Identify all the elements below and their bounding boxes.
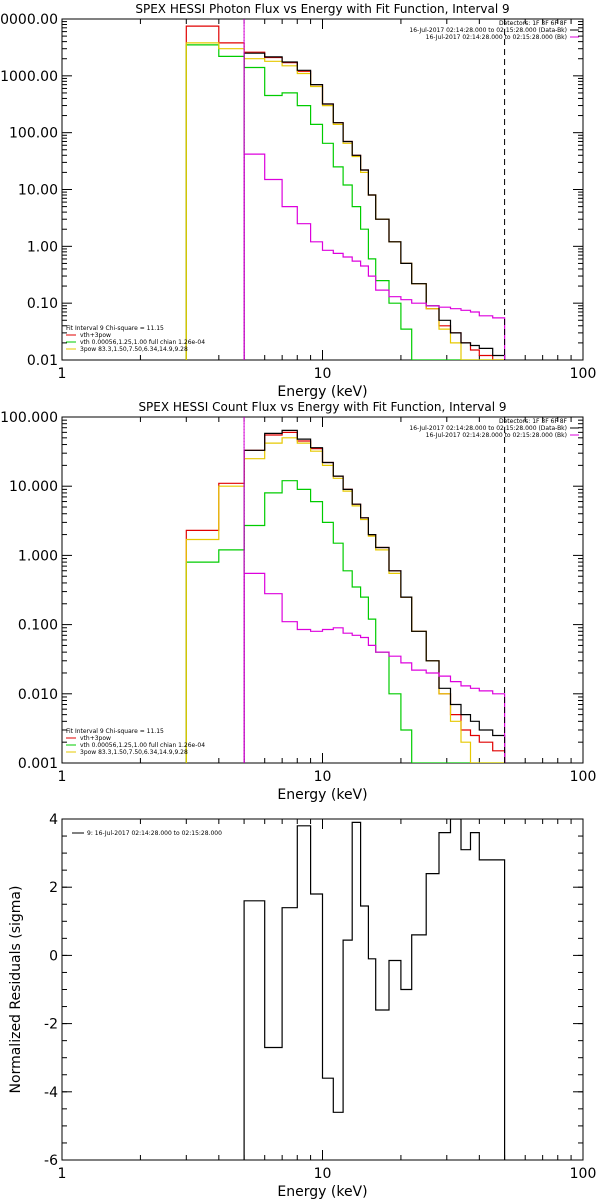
chart-title: SPEX HESSI Count Flux vs Energy with Fit…	[138, 400, 506, 414]
legend-entry: 16-Jul-2017 02:14:28.000 to 02:15:28.000…	[409, 425, 567, 432]
y-tick-label: 0.10	[27, 296, 58, 312]
y-axis-label: Normalized Residuals (sigma)	[8, 886, 24, 1094]
y-tick-label: -4	[44, 1085, 58, 1101]
series-line-5	[243, 572, 506, 763]
chart-panel-2: SPEX HESSI Count Flux vs Energy with Fit…	[0, 400, 596, 803]
y-axis: 0.001 0.010 0.100 1.000 10.000 100.000	[0, 410, 583, 772]
series-line-3	[185, 42, 505, 360]
series-line-4	[243, 429, 506, 763]
series-group	[185, 25, 506, 360]
series-line-1	[185, 431, 506, 763]
y-axis: 0.01 0.10 1.00 10.00 100.00 1000.00 0000.00	[0, 12, 583, 369]
x-axis: 1 10 100	[58, 19, 597, 382]
y-tick-label: 4	[49, 812, 58, 828]
x-axis-label: Energy (keV)	[277, 384, 367, 400]
legend-entry: 9: 16-Jul-2017 02:14:28.000 to 02:15:28.…	[87, 830, 222, 837]
legend-entry: Fit Interval 9 Chi-square = 11.15	[66, 728, 164, 735]
legend-entry: vth+3pow	[80, 735, 111, 742]
y-tick-label: 10.000	[9, 479, 58, 495]
y-tick-label: 0000.00	[0, 12, 58, 28]
legend-entry: 16-Jul-2017 02:14:28.000 to 02:15:28.000…	[426, 34, 567, 41]
chart-panel-3: 1 10 100 Energy (keV) -6 -4 -2 0 2 4 Normalized Re…	[8, 812, 596, 1200]
y-tick-label: 0.010	[18, 687, 58, 703]
y-tick-label: 10.00	[18, 183, 58, 199]
x-tick-label: 100	[570, 769, 597, 785]
x-tick-label: 100	[570, 1166, 597, 1182]
x-tick-label: 100	[570, 366, 597, 382]
x-tick-label: 1	[58, 769, 67, 785]
legend: 9: 16-Jul-2017 02:14:28.000 to 02:15:28.…	[72, 830, 222, 837]
y-tick-label: 2	[49, 880, 58, 896]
legend-entry: Detectors: 1F 3F 6F 8F	[499, 20, 568, 27]
legend-entry: 16-Jul-2017 02:14:28.000 to 02:15:28.000…	[409, 27, 567, 34]
y-tick-label: 1.000	[18, 548, 58, 564]
legend-entry: vth 0.00056,1.25,1.00 full chian 1.26e-0…	[80, 742, 205, 749]
chart-panel-1: SPEX HESSI Photon Flux vs Energy with Fi…	[0, 2, 596, 400]
y-tick-label: 1000.00	[0, 69, 58, 85]
x-axis-label: Energy (keV)	[277, 787, 367, 803]
x-axis-label: Energy (keV)	[277, 1184, 367, 1200]
y-tick-label: 0.001	[18, 756, 58, 772]
series-line-5	[243, 153, 506, 360]
legend-entry: vth+3pow	[80, 332, 111, 339]
series-group	[243, 819, 506, 1160]
y-axis: -6 -4 -2 0 2 4	[44, 812, 583, 1169]
series-line-2	[185, 44, 505, 360]
x-tick-label: 1	[58, 366, 67, 382]
x-tick-label: 10	[314, 366, 332, 382]
y-tick-label: 0.01	[27, 353, 58, 369]
legend-entry: 3pow 83.3,1.50,7.50,6.34,14.9,9.28	[80, 749, 188, 756]
y-tick-label: 100.000	[0, 410, 58, 426]
series-line-1	[243, 819, 506, 1160]
series-group	[185, 429, 506, 763]
legend-entry: vth 0.00056,1.25,1.00 full chian 1.26e-0…	[80, 339, 205, 346]
y-tick-label: 1.00	[27, 239, 58, 255]
series-line-2	[185, 480, 505, 763]
x-axis: 1 10 100	[58, 819, 597, 1182]
chart-title: SPEX HESSI Photon Flux vs Energy with Fi…	[135, 2, 509, 16]
y-tick-label: -2	[44, 1017, 58, 1033]
legend-entry: 3pow 83.3,1.50,7.50,6.34,14.9,9.28	[80, 346, 188, 353]
y-tick-label: 0.100	[18, 618, 58, 634]
series-line-4	[243, 52, 506, 360]
y-tick-label: 0	[49, 948, 58, 964]
x-tick-label: 10	[314, 769, 332, 785]
y-tick-label: 100.00	[9, 126, 58, 142]
legend-entry: Fit Interval 9 Chi-square = 11.15	[66, 325, 164, 332]
y-tick-label: -6	[44, 1153, 58, 1169]
series-line-1	[185, 25, 505, 360]
legend-entry: 16-Jul-2017 02:14:28.000 to 02:15:28.000…	[426, 432, 567, 439]
x-tick-label: 10	[314, 1166, 332, 1182]
x-tick-label: 1	[58, 1166, 67, 1182]
legend-entry: Detectors: 1F 3F 6F 8F	[499, 418, 568, 425]
